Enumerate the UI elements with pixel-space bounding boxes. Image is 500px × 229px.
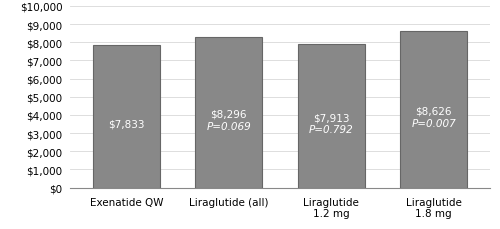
Text: $8,296: $8,296 — [210, 109, 247, 119]
Bar — [298, 45, 364, 188]
Text: P=0.069: P=0.069 — [206, 121, 251, 131]
Text: $8,626: $8,626 — [416, 106, 452, 116]
Text: $7,833: $7,833 — [108, 119, 144, 129]
Bar — [196, 38, 262, 188]
Bar — [93, 46, 160, 188]
Text: P=0.792: P=0.792 — [309, 124, 354, 134]
Text: P=0.007: P=0.007 — [412, 119, 456, 129]
Bar — [400, 32, 467, 188]
Text: $7,913: $7,913 — [313, 113, 350, 123]
